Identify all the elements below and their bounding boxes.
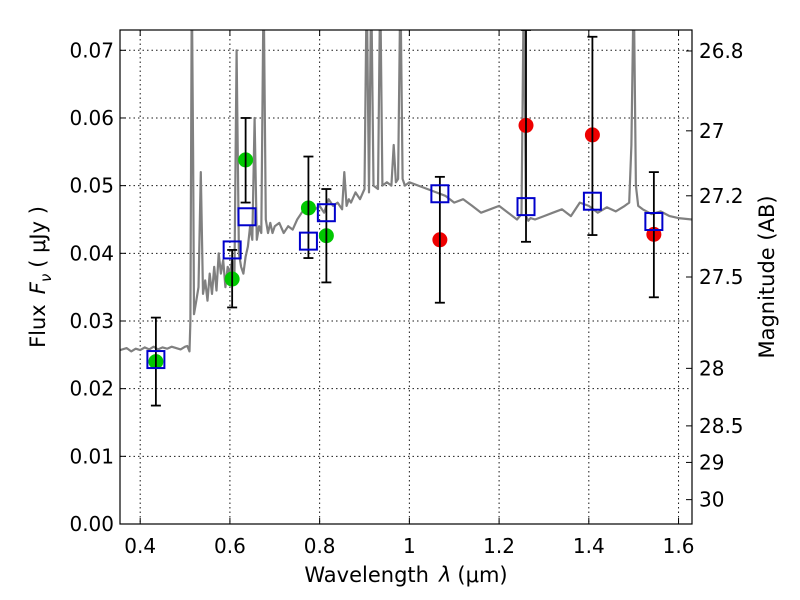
y-tick-label: 0.04 [69, 241, 114, 265]
y2-tick-label: 28 [699, 356, 724, 380]
y2-tick-label: 28.5 [699, 414, 744, 438]
plot-frame [119, 29, 693, 525]
x-tick-label: 1.2 [483, 534, 515, 558]
y-axis-label: FluxFν( μJy ) [26, 206, 55, 348]
y-tick-label: 0.07 [69, 38, 114, 62]
x-tick-label: 0.8 [304, 534, 336, 558]
y2-axis-label: Magnitude (AB) [755, 195, 779, 358]
model-point [146, 350, 166, 370]
y2-tick-label: 27 [699, 119, 724, 143]
y-tick-label: 0.02 [69, 377, 114, 401]
y2-tick-label: 29 [699, 450, 724, 474]
grid [120, 30, 692, 525]
y-tick-label: 0.05 [69, 174, 114, 198]
model-point [582, 191, 602, 211]
y2-tick-label: 27.2 [699, 184, 744, 208]
model-point [316, 203, 336, 223]
x-tick-label: 1.4 [573, 534, 605, 558]
y-tick-label: 0.06 [69, 106, 114, 130]
y2-tick-label: 27.5 [699, 265, 744, 289]
y-tick-label: 0.03 [69, 309, 114, 333]
model-point [222, 240, 242, 260]
x-tick-label: 1.6 [663, 534, 695, 558]
y-tick-label: 0.01 [69, 444, 114, 468]
ticks: 0.4 0.6 0.8 1 1.2 1.4 1.6 0.00 0.01 0.02 0.03 0.04 0… [69, 30, 744, 558]
x-tick-label: 1 [403, 534, 416, 558]
x-tick-label: 0.4 [124, 534, 156, 558]
model-point [644, 212, 664, 232]
y2-tick-label: 26.8 [699, 39, 744, 63]
model-point [298, 231, 318, 251]
model-point [430, 184, 450, 204]
plot-area [120, 30, 692, 407]
x-tick-label: 0.6 [214, 534, 246, 558]
y-tick-label: 0.00 [69, 512, 114, 536]
model-spectrum-line [120, 30, 692, 353]
model-point [516, 197, 536, 217]
x-axis-label: Wavelength λ (μm) [304, 563, 507, 587]
y2-tick-label: 30 [699, 488, 724, 512]
model-point [237, 207, 257, 227]
